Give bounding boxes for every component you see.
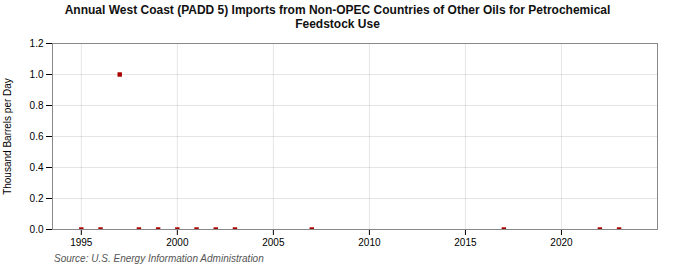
svg-text:2015: 2015 (454, 237, 477, 248)
svg-text:Thousand Barrels per Day: Thousand Barrels per Day (2, 78, 13, 195)
html-text:Feedstock Use: Feedstock Use (295, 17, 380, 31)
svg-text:2005: 2005 (262, 237, 285, 248)
svg-text:0.4: 0.4 (30, 162, 44, 173)
svg-text:1.2: 1.2 (30, 38, 44, 49)
svg-text:0.6: 0.6 (30, 131, 44, 142)
svg-text:0.8: 0.8 (30, 100, 44, 111)
svg-text:1.0: 1.0 (30, 69, 44, 80)
svg-text:2000: 2000 (166, 237, 189, 248)
html-text:Annual West Coast (PADD 5) Imp: Annual West Coast (PADD 5) Imports from … (64, 3, 611, 17)
html-text:Source: U.S. Energy Informatio: Source: U.S. Energy Information Administ… (54, 253, 264, 264)
svg-text:2020: 2020 (550, 237, 573, 248)
svg-text:1995: 1995 (70, 237, 93, 248)
svg-text:0.0: 0.0 (30, 224, 44, 235)
svg-text:0.2: 0.2 (30, 193, 44, 204)
svg-text:2010: 2010 (358, 237, 381, 248)
